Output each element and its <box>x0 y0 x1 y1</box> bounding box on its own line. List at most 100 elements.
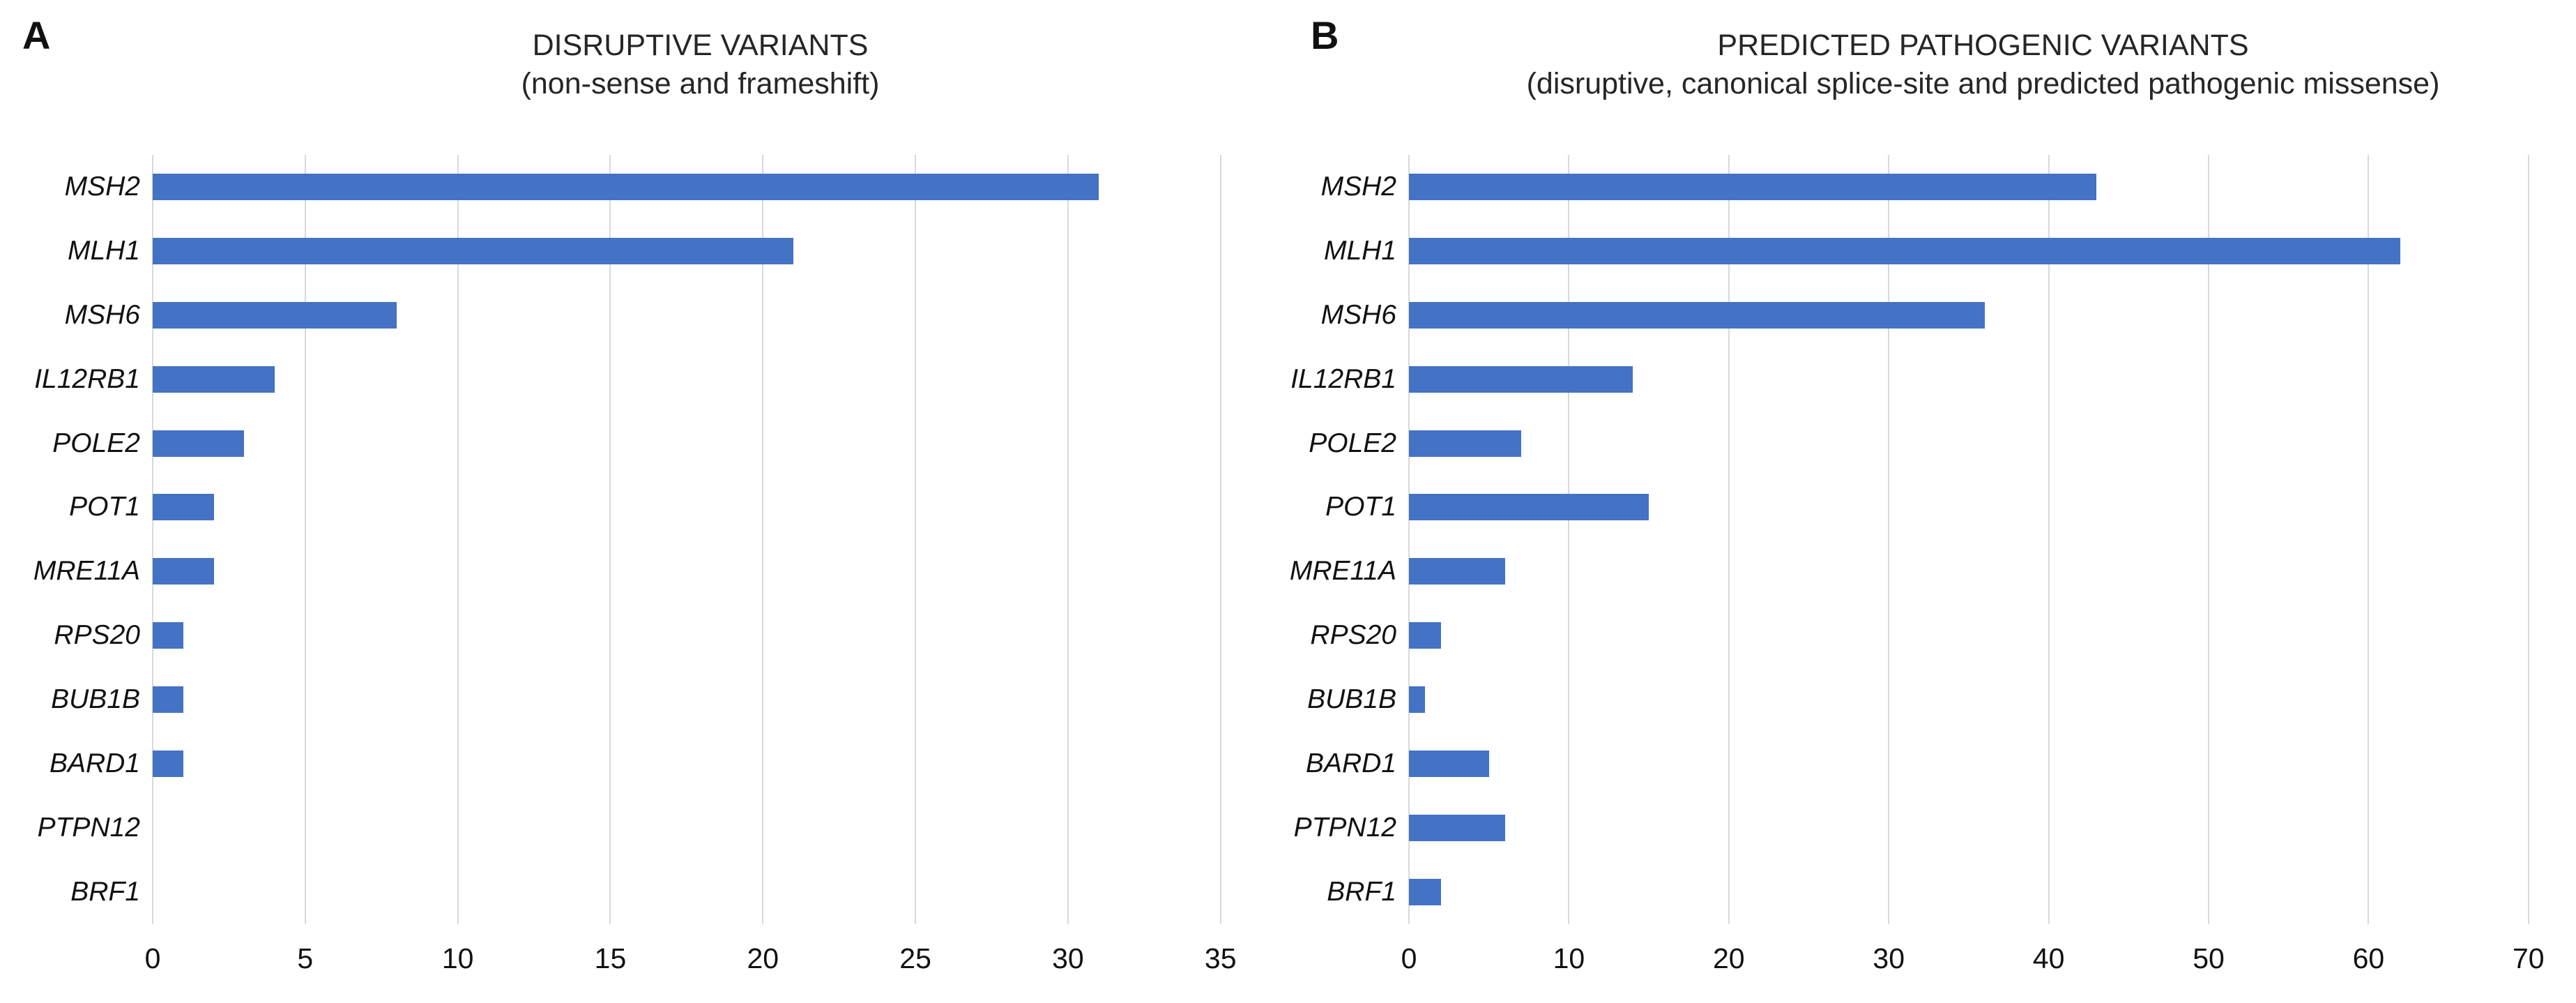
category-label: BUB1B <box>51 684 140 715</box>
gridline-x-0 <box>1408 155 1410 924</box>
x-axis: 0 10 20 30 40 50 60 70 <box>1401 924 2557 1001</box>
bar-row-pot1: POT1 <box>1325 475 2557 539</box>
gridline-x-20 <box>762 155 764 924</box>
x-tick-label: 0 <box>1401 942 1417 974</box>
bar-msh2 <box>153 173 1099 200</box>
category-label: POT1 <box>1325 492 1396 522</box>
x-tick-label: 40 <box>2032 942 2065 974</box>
panel-letter-b: B <box>1311 13 1339 57</box>
category-label: PTPN12 <box>1293 812 1396 843</box>
bar-row-bard1: BARD1 <box>49 732 1248 796</box>
bar-mlh1 <box>1409 237 2401 264</box>
gridline-x-30 <box>1888 155 1890 924</box>
bar-row-bub1b: BUB1B <box>51 668 1248 732</box>
bar-row-bub1b: BUB1B <box>1307 668 2557 732</box>
bar-row-rps20: RPS20 <box>54 603 1248 668</box>
bar-row-msh2: MSH2 <box>65 155 1248 219</box>
panel-a-title-block: DISRUPTIVE VARIANTS (non-sense and frame… <box>153 27 1248 103</box>
bar-msh2 <box>1409 173 2097 200</box>
bar-row-msh2: MSH2 <box>1321 155 2557 219</box>
bar-pot1 <box>1409 494 1649 521</box>
x-tick-label: 20 <box>1712 942 1745 974</box>
bar-row-ptpn12: PTPN12 <box>1294 796 2557 860</box>
category-label: MSH6 <box>1320 299 1396 330</box>
bar-chart-a: MSH2 MLH1 MSH6 IL12RB1 POLE2 POT1 MRE11A RPS20 B… <box>33 155 1248 1001</box>
category-label: IL12RB1 <box>1290 363 1396 394</box>
bar-brf1 <box>1409 878 1441 905</box>
chart-subtitle: (non-sense and frameshift) <box>521 67 880 101</box>
gridline-x-35 <box>1219 155 1221 924</box>
x-tick-label: 35 <box>1204 942 1237 974</box>
bar-pot1 <box>153 494 214 521</box>
bar-mre11a <box>153 558 214 585</box>
category-label: POLE2 <box>52 428 140 458</box>
x-tick-label: 70 <box>2513 942 2545 974</box>
bar-row-pole2: POLE2 <box>52 412 1248 476</box>
bar-mre11a <box>1409 558 1505 585</box>
category-label: POLE2 <box>1309 428 1396 458</box>
bar-row-pot1: POT1 <box>69 475 1248 539</box>
category-label: IL12RB1 <box>34 363 140 394</box>
category-label: BRF1 <box>1327 876 1396 907</box>
plot-area: MSH2 MLH1 MSH6 IL12RB1 POLE2 POT1 MRE11A RPS20 B… <box>1290 155 2557 924</box>
category-label: PTPN12 <box>37 812 140 843</box>
chart-title: PREDICTED PATHOGENIC VARIANTS <box>1717 29 2249 62</box>
bar-il12rb1 <box>153 365 275 393</box>
chart-title: DISRUPTIVE VARIANTS <box>532 29 869 62</box>
bar-mlh1 <box>153 237 794 264</box>
panel-a: A DISRUPTIVE VARIANTS (non-sense and fra… <box>22 13 1248 1001</box>
gridline-x-25 <box>915 155 917 924</box>
bar-row-msh6: MSH6 <box>1321 283 2557 347</box>
gridline-x-10 <box>457 155 459 924</box>
category-label: BRF1 <box>70 876 140 907</box>
bar-bard1 <box>153 750 183 777</box>
gridline-x-30 <box>1067 155 1069 924</box>
category-label: MSH2 <box>1320 171 1396 202</box>
chart-subtitle: (disruptive, canonical splice-site and p… <box>1526 67 2440 101</box>
panel-b-title-block: PREDICTED PATHOGENIC VARIANTS (disruptiv… <box>1409 27 2557 103</box>
category-label: BARD1 <box>49 748 140 778</box>
category-label: MLH1 <box>1323 235 1396 266</box>
bar-msh6 <box>153 301 397 329</box>
bar-chart-b: MSH2 MLH1 MSH6 IL12RB1 POLE2 POT1 MRE11A RPS20 B… <box>1290 155 2557 1001</box>
bar-row-il12rb1: IL12RB1 <box>1290 347 2557 412</box>
bar-pole2 <box>1409 430 1521 457</box>
x-axis: 0 5 10 15 20 25 30 35 <box>145 924 1248 1001</box>
gridline-x-50 <box>2208 155 2210 924</box>
x-tick-label: 10 <box>1553 942 1585 974</box>
x-tick-label: 15 <box>594 942 627 974</box>
x-tick-label: 60 <box>2352 942 2385 974</box>
category-label: RPS20 <box>54 620 140 651</box>
x-tick-label: 30 <box>1873 942 1905 974</box>
category-label: MSH6 <box>64 299 140 330</box>
category-label: POT1 <box>69 492 140 522</box>
bar-bub1b <box>1409 686 1425 714</box>
category-label: MRE11A <box>33 556 140 587</box>
category-label: RPS20 <box>1310 620 1396 651</box>
bar-row-msh6: MSH6 <box>65 283 1248 347</box>
bar-row-ptpn12: PTPN12 <box>38 796 1248 860</box>
gridline-x-10 <box>1568 155 1570 924</box>
bar-row-mre11a: MRE11A <box>1290 539 2557 603</box>
gridline-x-0 <box>152 155 153 924</box>
panel-b: B PREDICTED PATHOGENIC VARIANTS (disrupt… <box>1288 0 2576 1003</box>
gridline-x-5 <box>304 155 306 924</box>
bar-row-pole2: POLE2 <box>1309 412 2557 476</box>
category-label: MLH1 <box>67 235 140 266</box>
category-label: MRE11A <box>1289 556 1396 587</box>
bar-rps20 <box>153 622 183 649</box>
bar-row-mlh1: MLH1 <box>1324 219 2557 283</box>
bar-rps20 <box>1409 622 1441 649</box>
gridline-x-15 <box>609 155 611 924</box>
x-tick-label: 5 <box>297 942 314 974</box>
bar-row-brf1: BRF1 <box>1327 860 2557 924</box>
bar-rows: MSH2 MLH1 MSH6 IL12RB1 POLE2 POT1 MRE11A RPS20 B… <box>33 155 1248 924</box>
x-tick-label: 20 <box>747 942 779 974</box>
bar-row-il12rb1: IL12RB1 <box>34 347 1248 412</box>
bar-rows: MSH2 MLH1 MSH6 IL12RB1 POLE2 POT1 MRE11A RPS20 B… <box>1290 155 2557 924</box>
gridline-x-60 <box>2368 155 2370 924</box>
plot-area: MSH2 MLH1 MSH6 IL12RB1 POLE2 POT1 MRE11A RPS20 B… <box>33 155 1248 924</box>
bar-row-mlh1: MLH1 <box>68 219 1248 283</box>
x-tick-label: 25 <box>899 942 931 974</box>
category-label: MSH2 <box>64 171 140 202</box>
